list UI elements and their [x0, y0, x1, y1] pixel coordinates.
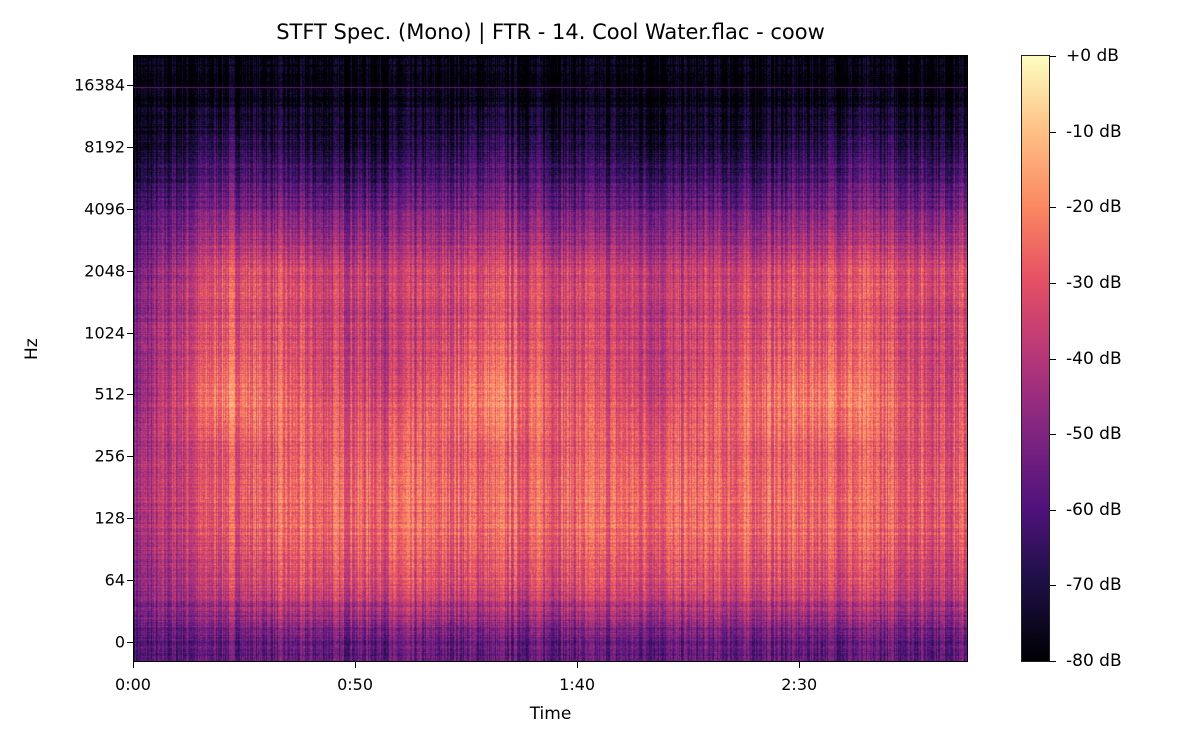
y-tick-label: 0 — [114, 632, 125, 652]
y-tick-label: 64 — [104, 570, 125, 590]
colorbar-tick-label: -60 dB — [1066, 499, 1122, 520]
y-tick-label: 4096 — [84, 199, 125, 219]
x-tick-mark — [799, 662, 801, 668]
colorbar-tick-mark — [1050, 358, 1056, 360]
y-tick-mark — [127, 394, 133, 396]
colorbar-tick-mark — [1050, 56, 1056, 57]
colorbar-tick-label: -10 dB — [1066, 121, 1122, 142]
x-tick-mark — [355, 662, 357, 668]
x-tick-label: 2:30 — [781, 675, 818, 694]
colorbar-tick-label: -30 dB — [1066, 272, 1122, 293]
colorbar-tick-mark — [1050, 131, 1056, 133]
y-tick-mark — [127, 642, 133, 643]
y-tick-mark — [127, 456, 133, 458]
y-tick-label: 128 — [94, 508, 125, 528]
colorbar-tick-label: -80 dB — [1066, 651, 1122, 671]
colorbar-tick-label: -50 dB — [1066, 424, 1122, 445]
colorbar-tick-mark — [1050, 661, 1056, 662]
y-tick-label: 8192 — [84, 137, 125, 157]
y-tick-mark — [127, 518, 133, 520]
x-tick-label: 0:50 — [337, 675, 374, 694]
x-tick-label: 1:40 — [559, 675, 596, 694]
y-tick-label: 2048 — [84, 261, 125, 281]
colorbar-tick-mark — [1050, 282, 1056, 284]
plot-area — [133, 55, 968, 662]
y-tick-label: 16384 — [74, 75, 125, 95]
colorbar-tick-label: -20 dB — [1066, 197, 1122, 218]
x-tick-mark — [577, 662, 579, 668]
y-tick-mark — [127, 270, 133, 272]
y-tick-mark — [127, 84, 133, 86]
colorbar-tick-mark — [1050, 509, 1056, 511]
x-tick-mark — [133, 662, 134, 668]
colorbar — [1021, 55, 1050, 662]
colorbar-tick-label: -40 dB — [1066, 348, 1122, 369]
colorbar-tick-label: -70 dB — [1066, 575, 1122, 596]
colorbar-tick-mark — [1050, 434, 1056, 436]
y-tick-mark — [127, 580, 133, 582]
x-tick-label: 0:00 — [115, 675, 151, 694]
colorbar-tick-mark — [1050, 585, 1056, 587]
chart-title: STFT Spec. (Mono) | FTR - 14. Cool Water… — [276, 20, 825, 44]
y-tick-mark — [127, 146, 133, 148]
y-tick-label: 256 — [94, 446, 125, 466]
x-axis-label: Time — [529, 704, 572, 724]
colorbar-tick-label: +0 dB — [1066, 46, 1119, 66]
colorbar-tick-mark — [1050, 207, 1056, 209]
y-tick-label: 512 — [94, 384, 125, 404]
y-tick-mark — [127, 332, 133, 334]
y-tick-mark — [127, 208, 133, 210]
y-axis-label: Hz — [22, 338, 42, 360]
y-tick-label: 1024 — [84, 323, 125, 342]
spectrogram-heatmap — [134, 56, 967, 661]
